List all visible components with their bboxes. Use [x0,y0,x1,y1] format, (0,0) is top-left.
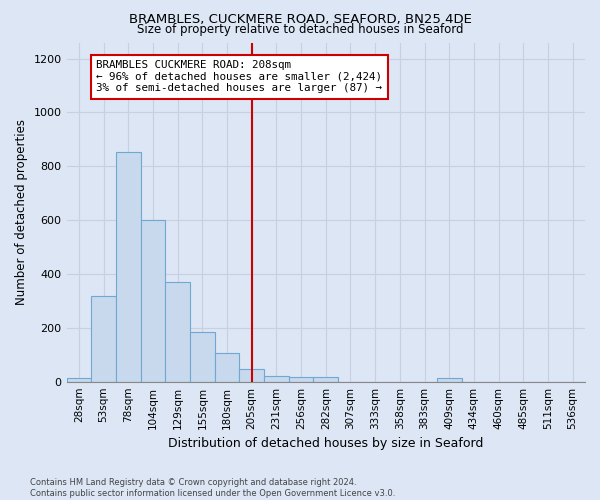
Text: Contains HM Land Registry data © Crown copyright and database right 2024.
Contai: Contains HM Land Registry data © Crown c… [30,478,395,498]
Bar [437,378,461,382]
Y-axis label: Number of detached properties: Number of detached properties [15,119,28,305]
Bar [190,332,215,382]
X-axis label: Distribution of detached houses by size in Seaford: Distribution of detached houses by size … [168,437,484,450]
Bar [116,152,140,382]
Bar [313,377,338,382]
Bar [289,377,313,382]
Bar [91,296,116,382]
Bar [239,369,264,382]
Bar [140,220,165,382]
Text: BRAMBLES CUCKMERE ROAD: 208sqm
← 96% of detached houses are smaller (2,424)
3% o: BRAMBLES CUCKMERE ROAD: 208sqm ← 96% of … [96,60,382,93]
Bar [165,282,190,382]
Bar [215,353,239,382]
Text: BRAMBLES, CUCKMERE ROAD, SEAFORD, BN25 4DE: BRAMBLES, CUCKMERE ROAD, SEAFORD, BN25 4… [128,12,472,26]
Text: Size of property relative to detached houses in Seaford: Size of property relative to detached ho… [137,22,463,36]
Bar [264,376,289,382]
Bar [67,378,91,382]
